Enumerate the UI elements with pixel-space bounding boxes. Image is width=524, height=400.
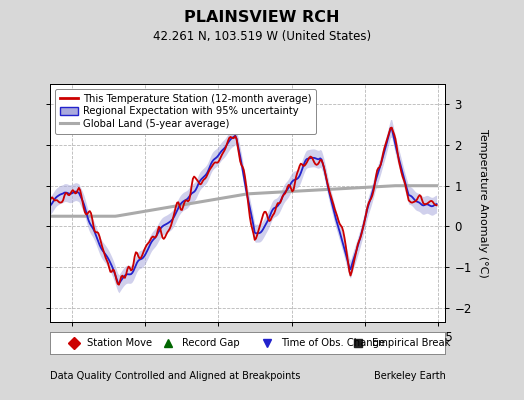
Text: Station Move: Station Move	[88, 338, 152, 348]
Text: Data Quality Controlled and Aligned at Breakpoints: Data Quality Controlled and Aligned at B…	[50, 371, 300, 381]
Text: PLAINSVIEW RCH: PLAINSVIEW RCH	[184, 10, 340, 25]
Text: Berkeley Earth: Berkeley Earth	[374, 371, 445, 381]
Text: Record Gap: Record Gap	[182, 338, 240, 348]
Legend: This Temperature Station (12-month average), Regional Expectation with 95% uncer: This Temperature Station (12-month avera…	[55, 89, 316, 134]
Text: Empirical Break: Empirical Break	[372, 338, 451, 348]
Text: 42.261 N, 103.519 W (United States): 42.261 N, 103.519 W (United States)	[153, 30, 371, 43]
Y-axis label: Temperature Anomaly (°C): Temperature Anomaly (°C)	[478, 129, 488, 277]
Text: Time of Obs. Change: Time of Obs. Change	[281, 338, 385, 348]
